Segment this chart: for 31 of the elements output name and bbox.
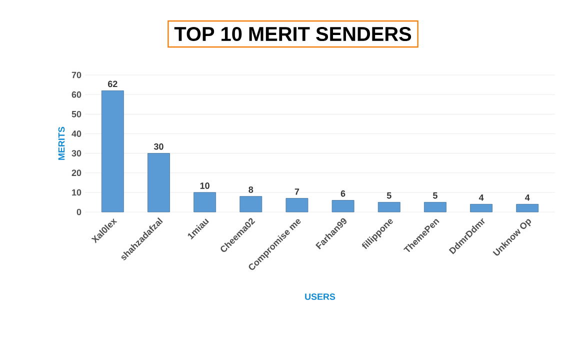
y-tick-label: 20	[72, 170, 82, 176]
data-label: 6	[340, 190, 346, 197]
y-axis-title: MERITS	[58, 126, 65, 160]
data-label: 10	[200, 182, 210, 189]
chart-title: TOP 10 MERIT SENDERS	[174, 26, 412, 42]
data-label: 5	[432, 192, 438, 199]
bar	[470, 204, 492, 212]
bar	[240, 196, 262, 212]
data-label: 7	[294, 188, 300, 195]
bar	[516, 204, 539, 212]
data-label: 5	[386, 192, 392, 199]
y-tick-label: 10	[72, 189, 82, 196]
bar	[148, 153, 170, 212]
y-tick-label: 0	[76, 208, 82, 216]
bar	[101, 90, 124, 212]
data-label: 30	[154, 143, 164, 150]
data-label: 4	[525, 194, 530, 201]
y-tick-label: 30	[72, 150, 82, 156]
y-tick-label: 50	[72, 110, 82, 118]
data-label: 8	[248, 186, 254, 193]
bar	[424, 202, 446, 212]
y-tick-label: 70	[72, 72, 82, 78]
y-tick-label: 60	[72, 91, 82, 98]
bar	[378, 202, 400, 212]
bar	[332, 200, 354, 212]
bar	[194, 192, 216, 212]
data-label: 62	[108, 80, 118, 88]
data-label: 4	[478, 194, 484, 201]
x-axis-title: USERS	[305, 294, 336, 300]
bar	[286, 198, 308, 212]
y-tick-label: 40	[72, 130, 82, 137]
